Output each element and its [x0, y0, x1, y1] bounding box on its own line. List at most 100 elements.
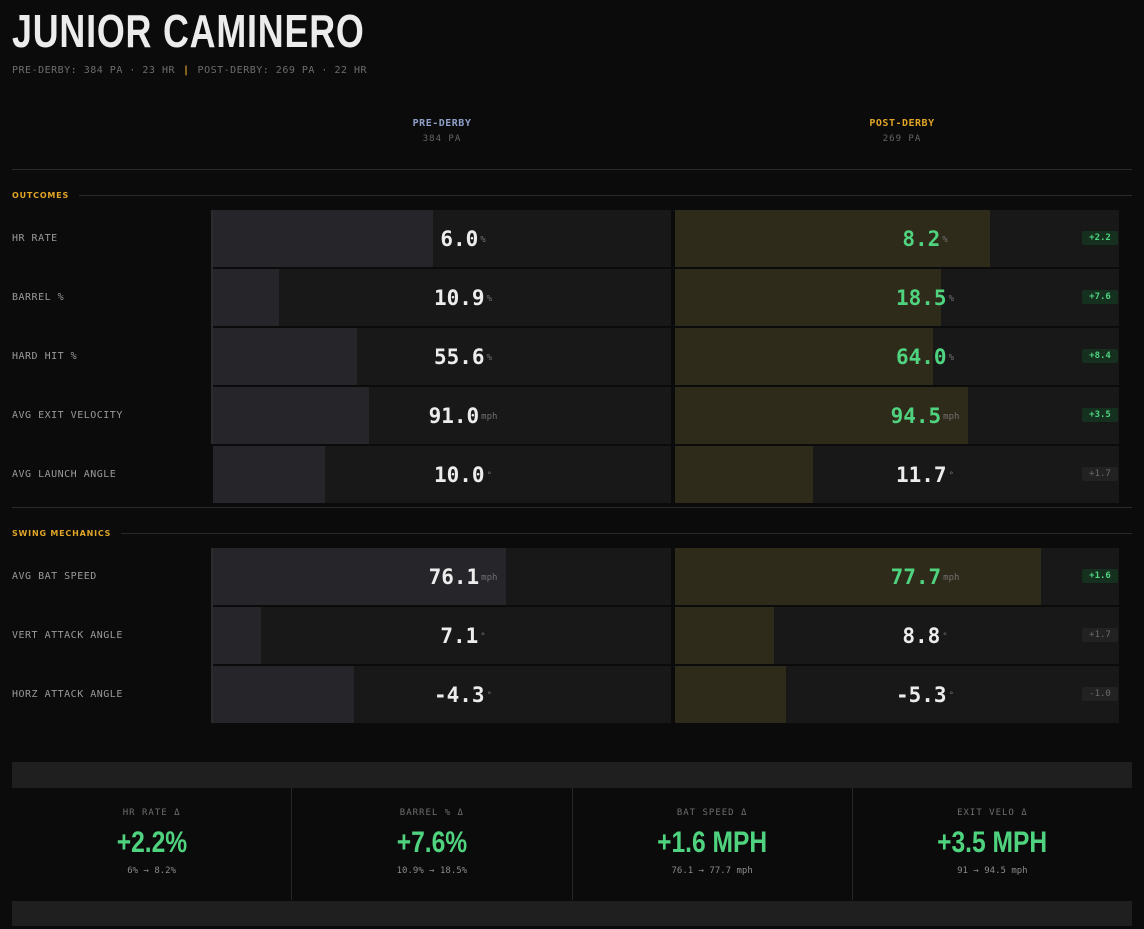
pre-derby-cell: 10.9%	[213, 269, 671, 326]
unit-label: %	[948, 353, 954, 363]
unit-label: mph	[481, 573, 498, 583]
pre-derby-cell: -4.3 °	[213, 666, 671, 723]
post-derby-value: 77.7	[890, 564, 942, 589]
summary-card-label: BAT SPEED Δ	[676, 808, 748, 818]
pre-derby-pa: 384 PA	[422, 134, 462, 144]
post-derby-bar	[675, 328, 934, 385]
pre-derby-bar	[213, 210, 433, 267]
pre-derby-bar	[213, 607, 262, 664]
pre-derby-value: 55.6	[434, 344, 485, 369]
metric-label: HR RATE	[12, 233, 58, 244]
unit-label: mph	[481, 412, 498, 422]
post-derby-bar	[675, 607, 774, 664]
section-swing-label: SWING MECHANICS	[12, 528, 112, 538]
pre-derby-value: 7.1	[440, 623, 479, 648]
summary-card-bat-speed: BAT SPEED Δ +1.6 MPH 76.1 → 77.7 mph	[573, 788, 853, 900]
post-derby-label: POST-DERBY	[869, 118, 935, 129]
unit-label: mph	[943, 573, 960, 583]
metric-row: HORZ ATTACK ANGLE -4.3 ° -5.3 ° -1.0	[0, 666, 1144, 723]
section-divider	[12, 507, 1132, 508]
summary-card-label: EXIT VELO Δ	[957, 808, 1028, 818]
metric-row: AVG LAUNCH ANGLE 10.0 ° 11.7 ° +1.7	[0, 446, 1144, 503]
summary-card-exit-velo: EXIT VELO Δ +3.5 MPH 91 → 94.5 mph	[853, 788, 1132, 900]
post-derby-bar	[675, 269, 942, 326]
unit-label: mph	[943, 412, 960, 422]
pre-derby-value: 10.9	[434, 285, 485, 310]
section-swing-mechanics: SWING MECHANICS	[12, 528, 1132, 538]
summary-bottom-band	[12, 901, 1132, 926]
section-rule	[79, 194, 1132, 196]
metric-label: HARD HIT %	[12, 351, 78, 362]
metric-row: BARREL % 10.9% 18.5% +7.6	[0, 269, 1144, 326]
summary-card-change: 6% → 8.2%	[127, 866, 177, 876]
section-outcomes: OUTCOMES	[12, 190, 1132, 200]
metric-label: AVG LAUNCH ANGLE	[12, 469, 117, 480]
post-derby-cell: 11.7 °	[675, 446, 1119, 503]
delta-badge: -1.0	[1082, 687, 1118, 701]
post-derby-cell: 18.5%	[675, 269, 1119, 326]
pre-derby-bar	[213, 548, 507, 605]
metric-label: AVG BAT SPEED	[12, 571, 97, 582]
metric-label: VERT ATTACK ANGLE	[12, 630, 123, 641]
post-derby-cell: 8.2%	[675, 210, 1119, 267]
post-derby-cell: 94.5 mph	[675, 387, 1119, 444]
pre-derby-value: 76.1	[428, 564, 480, 589]
pre-derby-bar	[213, 387, 369, 444]
summary-card-label: BARREL % Δ	[399, 808, 464, 818]
summary-card-barrel: BARREL % Δ +7.6% 10.9% → 18.5%	[292, 788, 573, 900]
post-derby-bar	[675, 548, 1041, 605]
pre-derby-value: 6.0	[440, 226, 479, 251]
post-derby-value: 94.5	[890, 403, 942, 428]
post-derby-bar	[675, 210, 991, 267]
pre-derby-bar	[213, 328, 358, 385]
post-derby-value: 8.8	[902, 623, 941, 648]
unit-label: °	[948, 691, 954, 701]
pre-derby-cell: 76.1 mph	[213, 548, 671, 605]
metric-row: AVG EXIT VELOCITY 91.0 mph 94.5 mph +3.5	[0, 387, 1144, 444]
summary-card-change: 10.9% → 18.5%	[396, 866, 468, 876]
post-derby-cell: 64.0%	[675, 328, 1119, 385]
pre-derby-summary: PRE-DERBY: 384 PA · 23 HR	[12, 65, 176, 76]
pre-derby-bar	[213, 269, 280, 326]
player-name-title: JUNIOR CAMINERO	[12, 5, 365, 57]
pre-derby-column-header: PRE-DERBY 384 PA	[342, 118, 542, 144]
summary-card-change: 91 → 94.5 mph	[957, 866, 1028, 876]
header-divider	[12, 169, 1132, 170]
post-derby-value: 11.7	[896, 462, 947, 487]
section-outcomes-label: OUTCOMES	[12, 190, 70, 200]
summary-top-band	[12, 762, 1132, 788]
table-left-rule	[211, 548, 213, 723]
pre-derby-value: -4.3	[434, 682, 485, 707]
pre-derby-cell: 6.0%	[213, 210, 671, 267]
section-rule	[121, 532, 1132, 534]
post-derby-cell: 77.7 mph	[675, 548, 1119, 605]
pre-derby-value: 10.0	[434, 462, 485, 487]
pre-derby-cell: 7.1 °	[213, 607, 671, 664]
unit-label: %	[942, 235, 948, 245]
unit-label: °	[480, 632, 486, 642]
pre-derby-cell: 10.0 °	[213, 446, 671, 503]
summary-card-value: +2.2%	[116, 826, 187, 859]
summary-card-hr-rate: HR RATE Δ +2.2% 6% → 8.2%	[12, 788, 293, 900]
summary-card-value: +7.6%	[396, 826, 468, 859]
post-derby-value: -5.3	[896, 682, 947, 707]
unit-label: %	[486, 294, 492, 304]
summary-card-value: +3.5 MPH	[937, 826, 1048, 859]
metric-row: HARD HIT % 55.6% 64.0% +8.4	[0, 328, 1144, 385]
post-derby-bar	[675, 446, 813, 503]
summary-cards: HR RATE Δ +2.2% 6% → 8.2% BARREL % Δ +7.…	[12, 788, 1132, 900]
delta-badge: +1.6	[1082, 569, 1118, 583]
post-derby-column-header: POST-DERBY 269 PA	[802, 118, 1002, 144]
post-derby-value: 8.2	[902, 226, 941, 251]
unit-label: °	[486, 471, 492, 481]
summary-card-label: HR RATE Δ	[122, 808, 181, 818]
unit-label: °	[486, 691, 492, 701]
summary-card-value: +1.6 MPH	[657, 826, 768, 859]
post-derby-cell: -5.3 °	[675, 666, 1119, 723]
post-derby-value: 18.5	[896, 285, 947, 310]
metric-row: AVG BAT SPEED 76.1 mph 77.7 mph +1.6	[0, 548, 1144, 605]
delta-badge: +7.6	[1082, 290, 1118, 304]
unit-label: %	[480, 235, 486, 245]
delta-badge: +1.7	[1082, 628, 1118, 642]
unit-label: °	[948, 471, 954, 481]
